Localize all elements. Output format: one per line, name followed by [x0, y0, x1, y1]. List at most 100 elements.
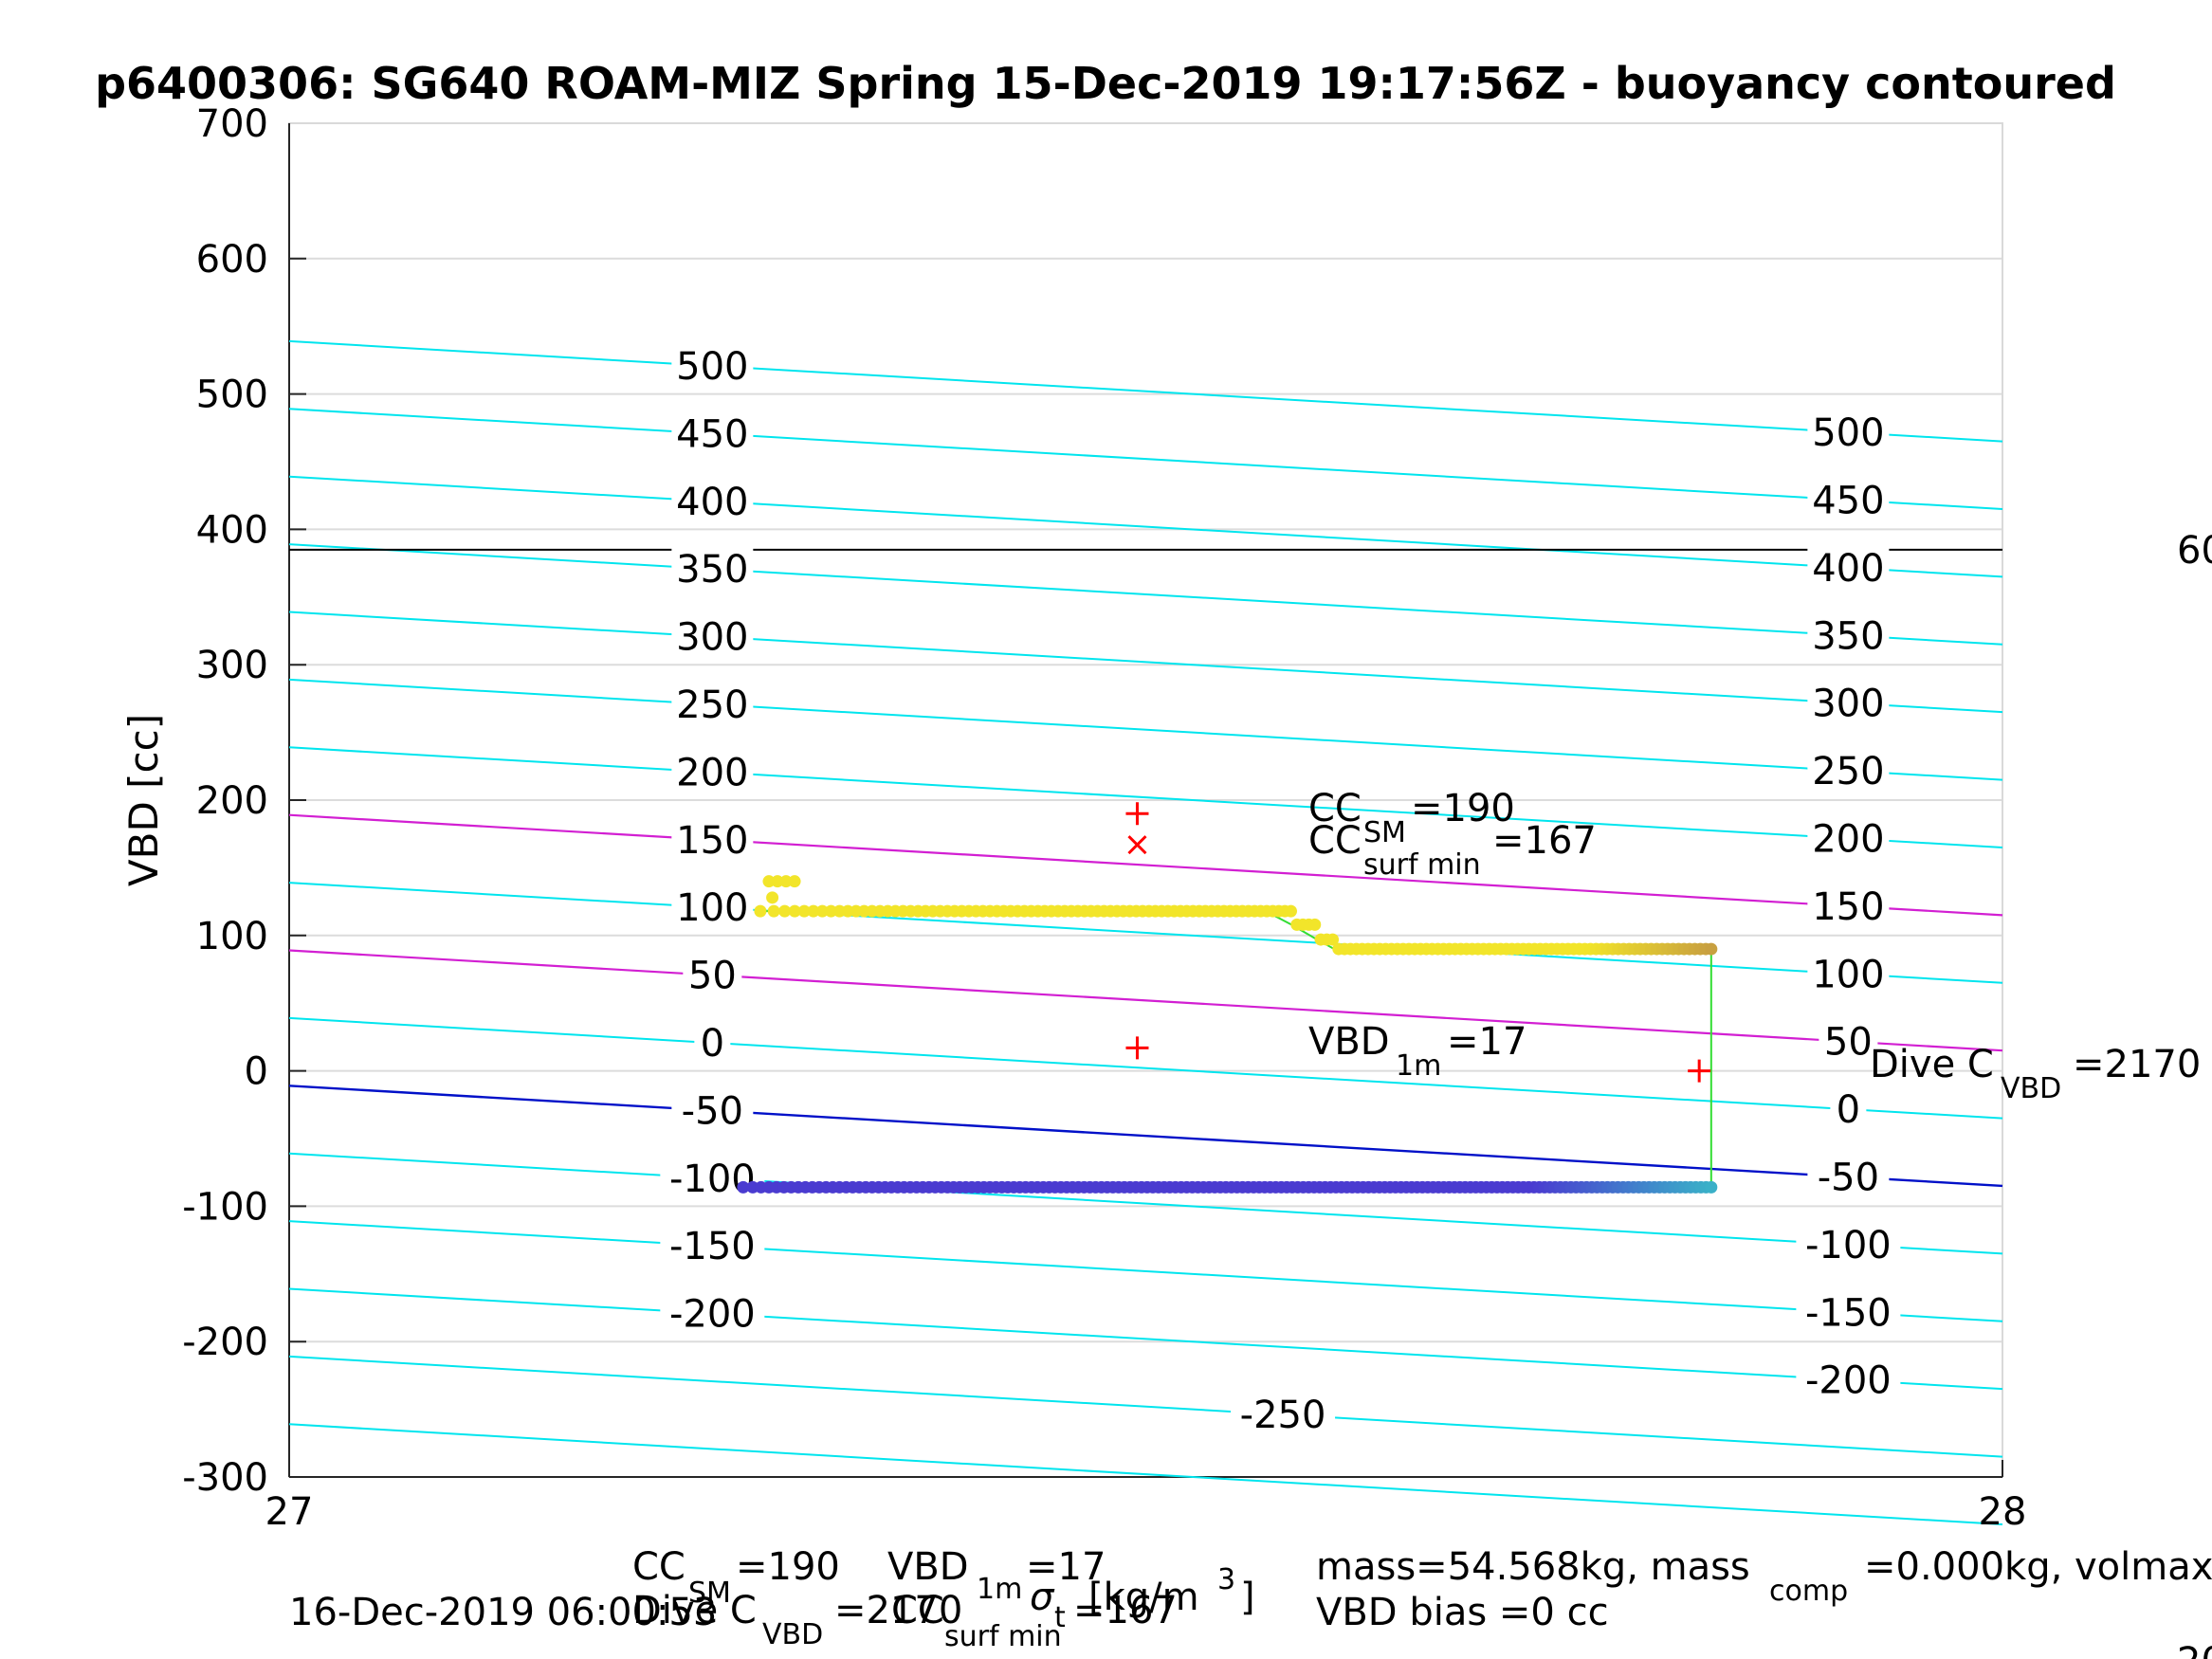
contour-label-left-bg	[671, 884, 754, 929]
upper-data-point	[807, 904, 820, 918]
contour-lines	[288, 339, 2003, 1525]
contour-label-left: 500	[676, 345, 748, 389]
y-tick-labels: -300 -200 -100 0 100 200 300 400 500 600 700	[182, 102, 268, 1500]
footer-dive-c-sub: VBD	[762, 1618, 823, 1651]
footer-cc-surf-main: CC	[891, 1589, 944, 1632]
x-tick-label: 28	[1979, 1490, 2027, 1534]
upper-data-point	[762, 875, 776, 888]
footer-dive-c-value: =2170	[834, 1589, 962, 1632]
annotation-cc-sm-value: =190	[1411, 787, 1515, 830]
contour-line	[288, 543, 2003, 646]
contour-label-left-bg	[671, 343, 754, 388]
upper-data-point	[824, 904, 837, 918]
contour-label-left: 150	[676, 819, 748, 863]
contour-label-left: -150	[669, 1225, 756, 1268]
contour-label-right: 100	[1812, 953, 1884, 996]
contour-line	[288, 475, 2003, 578]
annotation-cc-sm-main: CC	[1308, 787, 1362, 830]
contour-label-left-bg	[694, 1020, 731, 1065]
contour-line	[288, 678, 2003, 781]
annotation-dive-c: Dive C VBD =2170	[1870, 1043, 2201, 1105]
contour-label-left-bg	[683, 952, 742, 996]
y-tick-label: 500	[196, 374, 268, 417]
y-tick-label: 300	[196, 644, 268, 687]
markers	[1125, 802, 1711, 1083]
contour-label-right: 500	[1812, 411, 1884, 455]
contour-line-highlight	[288, 813, 2003, 917]
contour-line	[288, 1287, 2003, 1391]
footer-cc-surf-value: =167	[1073, 1589, 1178, 1632]
contour-label-left: 200	[676, 751, 748, 794]
annotation-dive-c-value: =2170	[2073, 1043, 2201, 1086]
annotation-cc-sm: CC SM =190	[1308, 787, 1515, 849]
x-axis-label-sup: 1m	[977, 1573, 1022, 1606]
contour-line	[288, 611, 2003, 714]
plus-marker	[1688, 1059, 1711, 1083]
contour-label-right: 0	[1837, 1088, 1860, 1132]
contour-label-left-bg	[671, 749, 754, 793]
contour-label-right-bg	[1796, 1357, 1901, 1401]
contour-label-right-bg	[1807, 951, 1890, 995]
contour-line	[288, 746, 2003, 848]
contour-line	[288, 1016, 2003, 1120]
contour-label-right: -100	[1805, 1224, 1892, 1267]
upper-data-point	[779, 875, 793, 888]
y-tick-label: -300	[182, 1456, 268, 1500]
annotation-vbd-main: VBD	[1308, 1020, 1390, 1064]
contour-label-right-bg	[1819, 1018, 1878, 1063]
contour-line	[288, 1355, 2003, 1458]
contour-label-right: 250	[1812, 750, 1884, 793]
annotation-cc-sm-sub: SM	[1363, 816, 1406, 849]
footer-mass-sub: comp	[1769, 1575, 1848, 1608]
contour-label-right-bg	[1807, 477, 1890, 521]
upper-data-point	[1705, 942, 1718, 956]
footer-cc-sm-main: CC	[632, 1545, 686, 1589]
x-tick-labels: 27 28	[265, 1460, 2027, 1534]
contour-line	[288, 1220, 2003, 1322]
y-tick-label: 200	[196, 779, 268, 823]
plus-marker	[1125, 1036, 1149, 1060]
contour-label-right: 300	[1812, 683, 1884, 726]
contour-label-left: -50	[682, 1089, 743, 1133]
contour-label-left-bg	[671, 546, 754, 591]
contour-label-left: 300	[676, 616, 748, 660]
x-axis-label-main: σ	[1030, 1576, 1055, 1619]
lower-data-point	[737, 1180, 750, 1194]
annotation-cc-surf: CC surf min =167	[1308, 819, 1597, 882]
contour-label-left: -100	[669, 1158, 756, 1201]
contour-label-left-bg	[1231, 1392, 1336, 1436]
x-axis-label-unit: [kg/m	[1088, 1576, 1199, 1619]
upper-data-point	[754, 904, 767, 918]
contour-label-left-bg	[660, 1290, 765, 1335]
upper-data-point	[1326, 933, 1340, 946]
contour-label-left: -250	[1240, 1394, 1326, 1437]
contour-label-right-bg	[1807, 883, 1890, 927]
footer-mass-rest: =0.000kg, volmax	[1864, 1545, 2212, 1589]
contour-label-left: 250	[676, 684, 748, 727]
contour-label-left-bg	[671, 410, 754, 455]
contour-label-right-bg	[1807, 748, 1890, 793]
contour-line-highlight	[288, 949, 2003, 1052]
contour-label-right-bg	[1807, 612, 1890, 657]
annotation-dive-c-sub: VBD	[2001, 1072, 2061, 1105]
x-axis-label: σ 1m t [kg/m 3 ]	[977, 1563, 1255, 1634]
cross-marker	[1127, 835, 1147, 855]
contour-label-right-bg	[1807, 410, 1890, 454]
contour-label-right: -200	[1805, 1359, 1892, 1403]
contour-label-left-bg	[671, 1087, 754, 1132]
upper-data-point	[767, 904, 780, 918]
footer-vbd-value: =17	[1026, 1545, 1106, 1589]
contour-label-right-bg	[1807, 544, 1890, 589]
x-axis-label-unit-end: ]	[1240, 1576, 1255, 1619]
contour-label-left-bg	[671, 613, 754, 658]
contour-label-right: -50	[1818, 1156, 1879, 1199]
annotation-vbd-sub: 1m	[1396, 1049, 1441, 1083]
contour-label-left: 450	[676, 412, 748, 456]
footer-vbd-main: VBD	[887, 1545, 969, 1589]
upper-data-point	[778, 904, 792, 918]
y-axis-label: VBD [cc]	[120, 714, 167, 886]
y-tick-label: 700	[196, 102, 268, 146]
upper-data-point	[1284, 904, 1297, 918]
contour-line	[288, 1152, 2003, 1255]
footer-timestamp: 16-Dec-2019 06:00:53	[289, 1591, 717, 1634]
